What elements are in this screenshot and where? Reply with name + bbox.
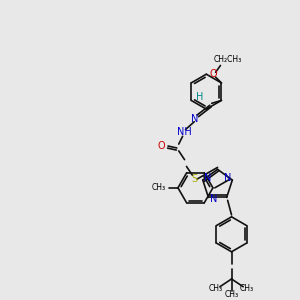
Text: O: O xyxy=(210,69,218,79)
Text: N: N xyxy=(224,173,231,183)
Text: CH₃: CH₃ xyxy=(209,284,223,293)
Text: S: S xyxy=(191,174,197,184)
Text: N: N xyxy=(210,194,217,204)
Text: N: N xyxy=(204,173,211,183)
Text: O: O xyxy=(158,141,165,151)
Text: CH₂CH₃: CH₂CH₃ xyxy=(214,55,242,64)
Text: NH: NH xyxy=(177,128,192,137)
Text: CH₃: CH₃ xyxy=(152,183,166,192)
Text: N: N xyxy=(190,114,198,124)
Text: H: H xyxy=(196,92,204,103)
Text: CH₃: CH₃ xyxy=(224,290,239,299)
Text: CH₃: CH₃ xyxy=(240,284,254,293)
